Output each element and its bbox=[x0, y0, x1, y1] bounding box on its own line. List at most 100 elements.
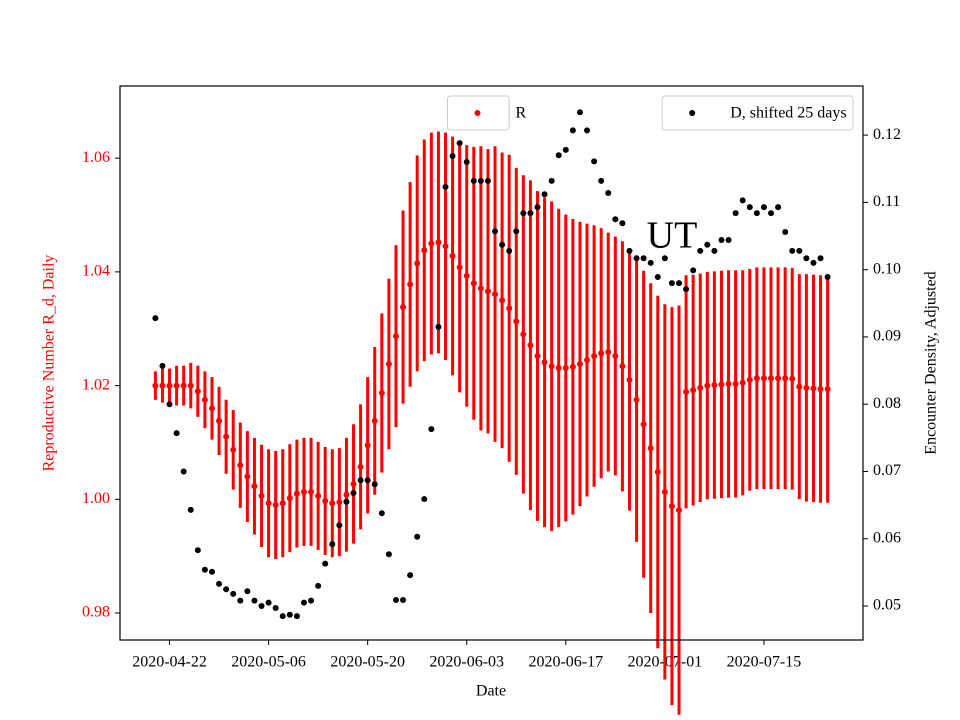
point bbox=[789, 375, 796, 382]
point bbox=[576, 360, 583, 367]
point bbox=[201, 566, 208, 573]
point bbox=[796, 383, 803, 390]
point bbox=[300, 599, 307, 606]
point bbox=[683, 388, 690, 395]
point bbox=[661, 255, 668, 262]
point bbox=[400, 304, 407, 311]
point bbox=[591, 158, 598, 165]
point bbox=[272, 501, 279, 508]
point bbox=[414, 533, 421, 540]
y2-tick-label: 0.09 bbox=[873, 328, 901, 345]
point bbox=[584, 357, 591, 364]
point bbox=[463, 272, 470, 279]
point bbox=[343, 498, 350, 505]
point bbox=[690, 267, 697, 274]
y-tick-label: 1.02 bbox=[82, 376, 110, 393]
point bbox=[697, 247, 704, 254]
point bbox=[683, 286, 690, 293]
point bbox=[258, 603, 265, 610]
point bbox=[187, 506, 194, 513]
point bbox=[407, 281, 414, 288]
point bbox=[598, 350, 605, 357]
point bbox=[810, 259, 817, 266]
y-tick-label: 1.06 bbox=[82, 149, 110, 166]
point bbox=[223, 433, 230, 440]
point bbox=[569, 127, 576, 134]
point bbox=[230, 446, 237, 453]
point bbox=[371, 417, 378, 424]
point bbox=[159, 362, 166, 369]
point bbox=[824, 274, 831, 281]
point bbox=[208, 568, 215, 575]
x-tick-label: 2020-04-22 bbox=[132, 654, 207, 671]
point bbox=[789, 247, 796, 254]
point bbox=[725, 380, 732, 387]
point bbox=[817, 386, 824, 393]
y2-tick-label: 0.12 bbox=[873, 126, 901, 143]
point bbox=[591, 353, 598, 360]
point bbox=[775, 375, 782, 382]
point bbox=[817, 255, 824, 262]
point bbox=[336, 499, 343, 506]
point bbox=[760, 204, 767, 211]
point bbox=[676, 507, 683, 514]
point bbox=[690, 387, 697, 394]
y2-tick-label: 0.11 bbox=[873, 193, 900, 210]
point bbox=[612, 216, 619, 223]
point bbox=[357, 477, 364, 484]
point bbox=[230, 590, 237, 597]
point bbox=[718, 381, 725, 388]
point bbox=[739, 379, 746, 386]
point bbox=[477, 177, 484, 184]
point bbox=[668, 503, 675, 510]
point bbox=[293, 490, 300, 497]
point bbox=[237, 597, 244, 604]
point bbox=[315, 492, 322, 499]
point bbox=[562, 146, 569, 153]
point bbox=[711, 382, 718, 389]
point bbox=[272, 605, 279, 612]
point bbox=[534, 204, 541, 211]
point bbox=[286, 611, 293, 618]
point bbox=[435, 239, 442, 246]
point bbox=[520, 331, 527, 338]
point bbox=[364, 477, 371, 484]
point bbox=[180, 382, 187, 389]
point bbox=[484, 288, 491, 295]
point bbox=[421, 247, 428, 254]
point bbox=[187, 382, 194, 389]
y2-tick-label: 0.05 bbox=[873, 597, 901, 614]
point bbox=[796, 247, 803, 254]
point bbox=[619, 220, 626, 227]
point bbox=[541, 191, 548, 198]
point bbox=[661, 488, 668, 495]
point bbox=[584, 127, 591, 134]
point bbox=[329, 541, 336, 548]
point bbox=[329, 500, 336, 507]
point bbox=[435, 323, 442, 330]
point bbox=[640, 255, 647, 262]
point bbox=[322, 498, 329, 505]
point bbox=[732, 380, 739, 387]
point bbox=[704, 382, 711, 389]
point bbox=[534, 353, 541, 360]
point bbox=[336, 522, 343, 529]
point bbox=[442, 243, 449, 250]
point bbox=[428, 426, 435, 433]
point bbox=[725, 237, 732, 244]
point bbox=[463, 159, 470, 166]
point bbox=[647, 259, 654, 266]
y-axis-label: Reproductive Number R_d, Daily bbox=[41, 255, 58, 472]
point bbox=[499, 297, 506, 304]
y-tick-label: 1.04 bbox=[82, 263, 110, 280]
x-tick-label: 2020-05-06 bbox=[231, 654, 306, 671]
legend-box bbox=[661, 95, 854, 131]
point bbox=[760, 375, 767, 382]
legend-marker bbox=[474, 110, 481, 116]
point bbox=[499, 241, 506, 248]
point bbox=[676, 280, 683, 287]
point bbox=[768, 210, 775, 217]
y-tick-label: 0.98 bbox=[82, 604, 110, 621]
point bbox=[166, 382, 173, 389]
